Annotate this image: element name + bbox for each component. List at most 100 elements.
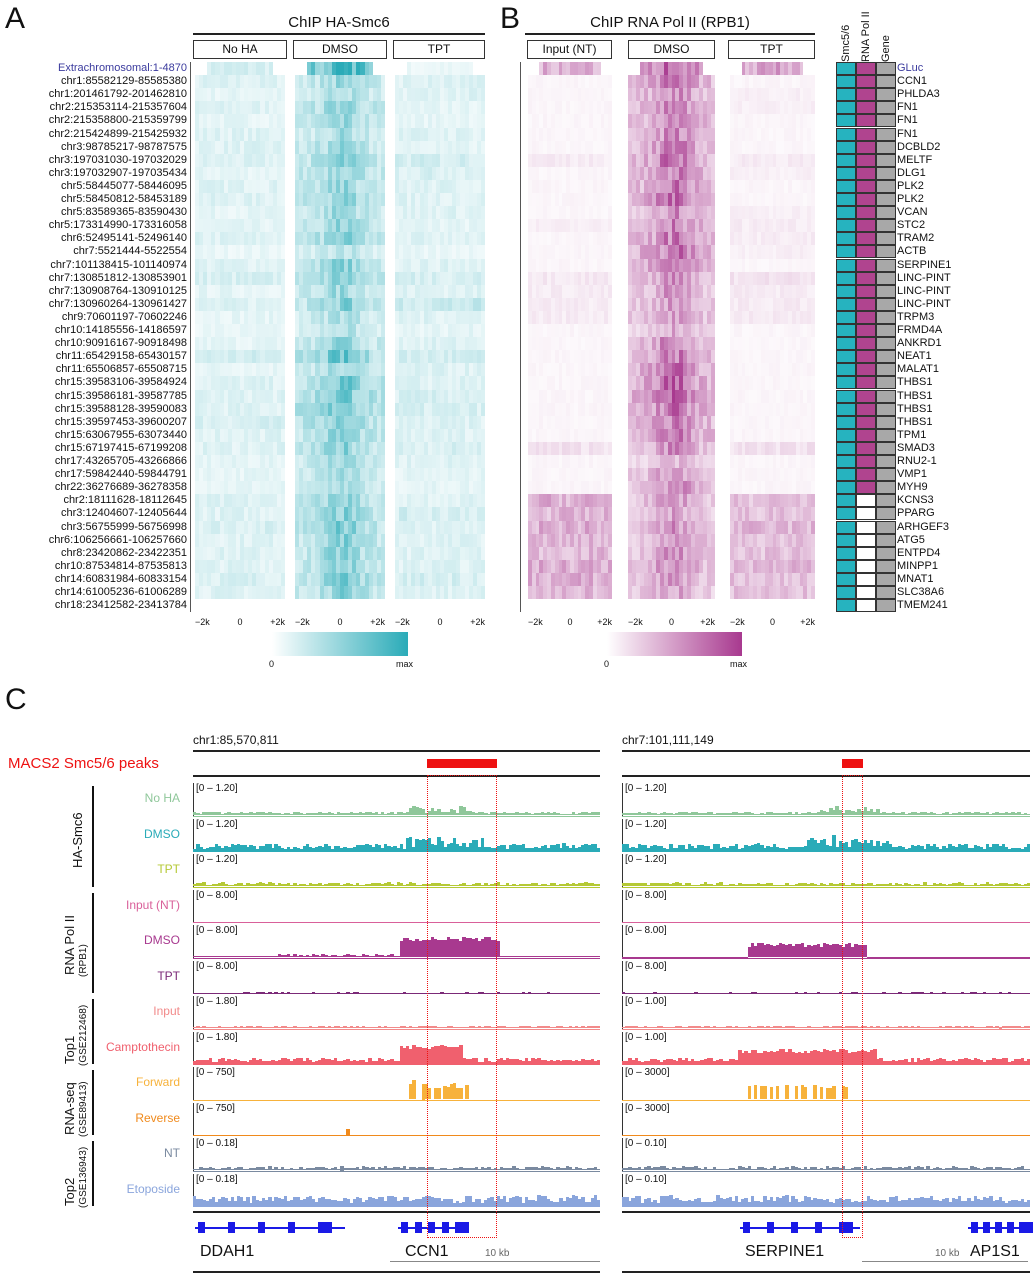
region-label: chr9:70601197-70602246 (0, 311, 187, 324)
heatmap-cell (281, 272, 286, 285)
region-label: chr10:14185556-14186597 (0, 324, 187, 337)
region-label: chr10:87534814-87535813 (0, 560, 187, 573)
region-label: chr1:85582129-85585380 (0, 75, 187, 88)
region-label: chr7:5521444-5522554 (0, 245, 187, 258)
region-label: chr7:101138415-101140974 (0, 259, 187, 272)
heatmap-cell (481, 586, 486, 599)
heatmap-cell (281, 324, 286, 337)
heatmap-cell (811, 128, 815, 141)
heatmap-cell (608, 285, 612, 298)
heatmap-cell (608, 272, 612, 285)
x-tick-label: +2k (582, 617, 612, 627)
heatmap-cell (811, 167, 815, 180)
heatmap-cell (608, 560, 612, 573)
x-tick-label: −2k (528, 617, 558, 627)
heatmap-cell (711, 298, 715, 311)
heatmap-cell (281, 560, 286, 573)
heatmap-cell (481, 376, 486, 389)
heatmap-cell (711, 259, 715, 272)
heatmap-cell (711, 337, 715, 350)
heatmap-cell (281, 363, 286, 376)
region-label: chr1:201461792-201462810 (0, 88, 187, 101)
heatmap-cell (608, 75, 612, 88)
heatmap-cell (281, 390, 286, 403)
heatmap-cell (608, 167, 612, 180)
region-label: chr5:58450812-58453189 (0, 193, 187, 206)
heatmap-cell (608, 101, 612, 114)
heatmap-cell (381, 442, 386, 455)
heatmap-cell (381, 521, 386, 534)
heatmap-cell (711, 245, 715, 258)
heatmap-cell (281, 521, 286, 534)
heatmap-cell (381, 206, 386, 219)
heatmap-cell (481, 232, 486, 245)
heatmap-cell (281, 547, 286, 560)
x-tick-label: 0 (225, 617, 255, 627)
heatmap-cell (281, 167, 286, 180)
heatmap-cell (381, 141, 386, 154)
heatmap-cell (281, 311, 286, 324)
heatmap-cell (711, 180, 715, 193)
heatmap-cell (811, 88, 815, 101)
region-label: chr15:63067955-63073440 (0, 429, 187, 442)
heatmap-cell (281, 75, 286, 88)
heatmap-cell (711, 507, 715, 520)
heatmap-cell (811, 75, 815, 88)
heatmap-cell (481, 494, 486, 507)
region-label: chr14:60831984-60833154 (0, 573, 187, 586)
heatmap-cell (481, 219, 486, 232)
heatmap-cell (481, 167, 486, 180)
heatmap-cell (811, 219, 815, 232)
heatmap-cell (281, 573, 286, 586)
heatmap-cell (481, 128, 486, 141)
heatmap-cell (381, 560, 386, 573)
heatmap-cell (481, 180, 486, 193)
heatmap-cell (811, 259, 815, 272)
heatmap-cell (481, 560, 486, 573)
heatmap-cell (481, 363, 486, 376)
heatmap-cell (481, 481, 486, 494)
region-label: chr3:197032907-197035434 (0, 167, 187, 180)
heatmap-cell (481, 88, 486, 101)
title-underline (193, 33, 485, 35)
heatmap-cell (608, 521, 612, 534)
heatmap-cell (281, 88, 286, 101)
x-tick-label: +2k (455, 617, 485, 627)
heatmap-cell (381, 403, 386, 416)
x-tick-label: 0 (555, 617, 585, 627)
heatmap-cell (608, 114, 612, 127)
heatmap-cell (381, 573, 386, 586)
heatmap-cell (811, 114, 815, 127)
region-label: chr8:23420862-23422351 (0, 547, 187, 560)
heatmap-cell (281, 180, 286, 193)
heatmap-cell (811, 180, 815, 193)
heatmap-cell (381, 455, 386, 468)
heatmap-cell (381, 586, 386, 599)
heatmap-a-axis (190, 62, 191, 612)
heatmap-cell (711, 416, 715, 429)
heatmap-cell (711, 311, 715, 324)
heatmap-cell (481, 455, 486, 468)
heatmap-cell (381, 62, 386, 75)
heatmap-cell (811, 154, 815, 167)
heatmap-cell (281, 141, 286, 154)
panel-letter: A (5, 2, 25, 36)
heatmap-cell (608, 219, 612, 232)
region-label: chr15:67197415-67199208 (0, 442, 187, 455)
heatmap-cell (711, 167, 715, 180)
heatmap-cell (711, 232, 715, 245)
heatmap-cell (608, 455, 612, 468)
x-tick-label: +2k (355, 617, 385, 627)
condition-header: DMSO (293, 40, 387, 59)
heatmap-cell (481, 101, 486, 114)
heatmap-cell (381, 494, 386, 507)
heatmap-cell (608, 442, 612, 455)
heatmap-cell (608, 245, 612, 258)
heatmap-cell (481, 193, 486, 206)
region-label: chr6:106256661-106257660 (0, 534, 187, 547)
x-tick-label: 0 (425, 617, 455, 627)
heatmap-cell (281, 62, 286, 75)
heatmap-cell (281, 376, 286, 389)
condition-header: Input (NT) (527, 40, 612, 59)
heatmap-cell (281, 337, 286, 350)
